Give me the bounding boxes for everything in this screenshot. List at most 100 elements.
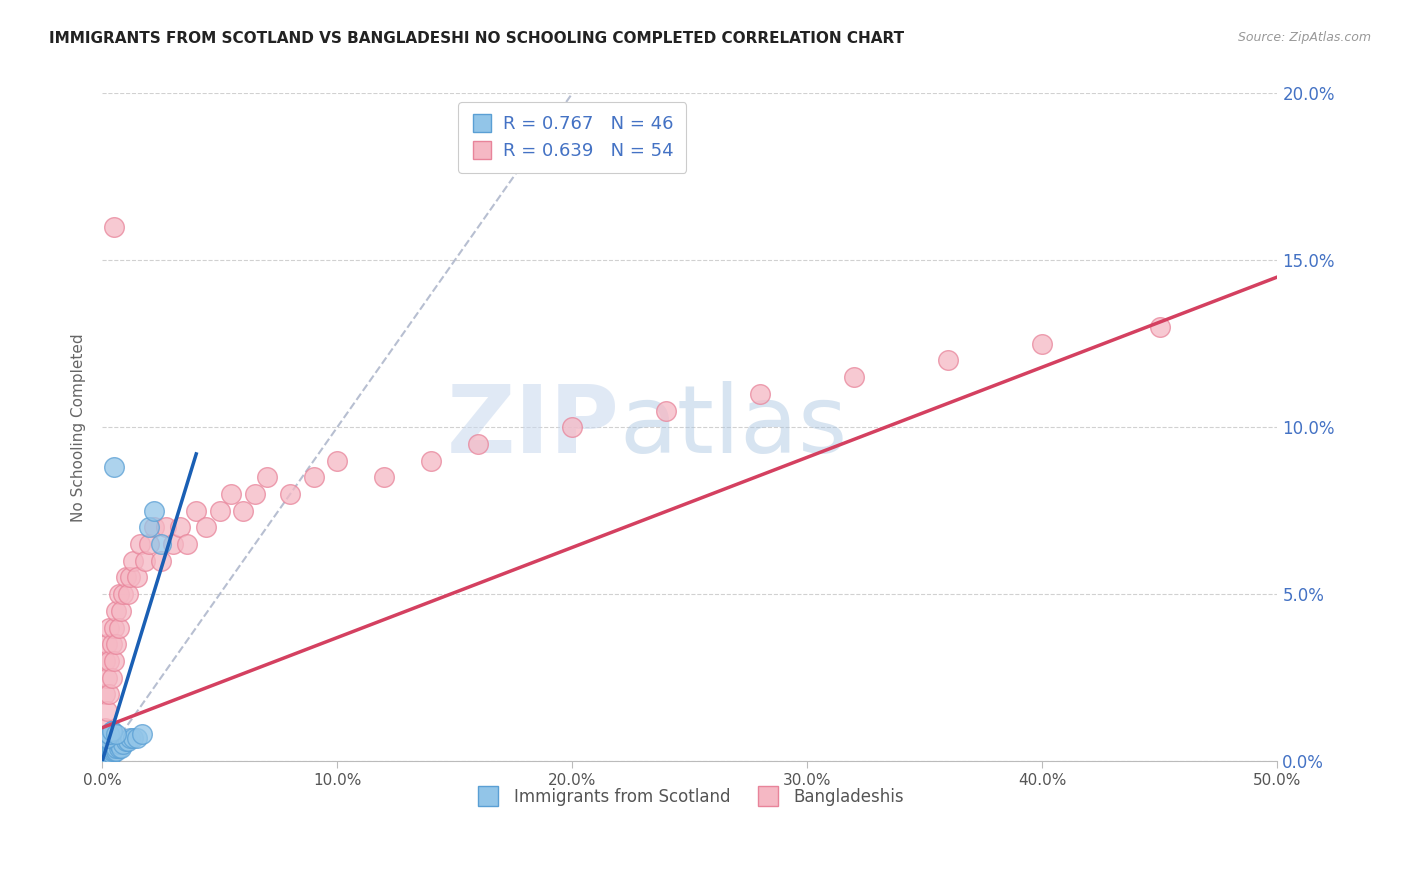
Point: [120, 570, 142, 584]
Text: atlas: atlas: [619, 381, 848, 474]
Point: [96, 747, 118, 762]
Point: [96, 637, 118, 651]
Point: [142, 520, 165, 534]
Point: [100, 724, 122, 739]
Point: [127, 731, 149, 745]
Point: [1149, 320, 1171, 334]
Point: [326, 453, 349, 467]
Point: [98, 744, 121, 758]
Point: [98, 654, 121, 668]
Point: [96, 738, 118, 752]
Point: [100, 747, 122, 762]
Point: [98, 750, 121, 764]
Point: [112, 738, 135, 752]
Point: [103, 738, 125, 752]
Point: [128, 537, 150, 551]
Point: [127, 570, 149, 584]
Point: [93, 744, 115, 758]
Point: [105, 740, 128, 755]
Point: [467, 437, 489, 451]
Point: [117, 587, 139, 601]
Point: [194, 520, 217, 534]
Point: [142, 504, 165, 518]
Point: [117, 734, 139, 748]
Point: [561, 420, 583, 434]
Point: [232, 504, 254, 518]
Point: [98, 734, 121, 748]
Point: [103, 740, 125, 755]
Point: [162, 537, 184, 551]
Point: [93, 654, 115, 668]
Y-axis label: No Schooling Completed: No Schooling Completed: [72, 333, 86, 522]
Point: [138, 537, 160, 551]
Point: [186, 504, 208, 518]
Point: [93, 750, 115, 764]
Point: [844, 370, 866, 384]
Point: [134, 554, 156, 568]
Point: [105, 727, 128, 741]
Point: [110, 740, 132, 755]
Point: [169, 520, 191, 534]
Point: [93, 687, 115, 701]
Point: [749, 387, 772, 401]
Point: [103, 460, 125, 475]
Text: IMMIGRANTS FROM SCOTLAND VS BANGLADESHI NO SCHOOLING COMPLETED CORRELATION CHART: IMMIGRANTS FROM SCOTLAND VS BANGLADESHI …: [49, 31, 904, 46]
Point: [105, 604, 128, 618]
Point: [155, 520, 177, 534]
Point: [302, 470, 325, 484]
Point: [149, 554, 172, 568]
Point: [100, 724, 122, 739]
Point: [256, 470, 278, 484]
Legend: Immigrants from Scotland, Bangladeshis: Immigrants from Scotland, Bangladeshis: [468, 781, 911, 813]
Point: [103, 219, 125, 234]
Point: [131, 727, 153, 741]
Point: [107, 738, 129, 752]
Point: [98, 738, 121, 752]
Point: [96, 734, 118, 748]
Point: [107, 621, 129, 635]
Point: [420, 453, 443, 467]
Point: [103, 621, 125, 635]
Point: [243, 487, 266, 501]
Point: [96, 704, 118, 718]
Point: [1031, 336, 1053, 351]
Point: [121, 731, 143, 745]
Point: [112, 587, 135, 601]
Point: [103, 654, 125, 668]
Point: [93, 721, 115, 735]
Text: Source: ZipAtlas.com: Source: ZipAtlas.com: [1237, 31, 1371, 45]
Point: [96, 671, 118, 685]
Point: [176, 537, 198, 551]
Point: [278, 487, 301, 501]
Point: [655, 403, 678, 417]
Point: [114, 734, 136, 748]
Point: [120, 731, 142, 745]
Point: [96, 750, 118, 764]
Point: [103, 744, 125, 758]
Point: [936, 353, 959, 368]
Point: [107, 740, 129, 755]
Point: [93, 747, 115, 762]
Point: [98, 727, 121, 741]
Point: [96, 744, 118, 758]
Point: [100, 744, 122, 758]
Point: [100, 738, 122, 752]
Point: [105, 637, 128, 651]
Point: [114, 570, 136, 584]
Point: [93, 738, 115, 752]
Point: [96, 731, 118, 745]
Point: [121, 554, 143, 568]
Point: [105, 744, 128, 758]
Point: [98, 687, 121, 701]
Point: [98, 747, 121, 762]
Point: [100, 671, 122, 685]
Point: [98, 727, 121, 741]
Point: [110, 604, 132, 618]
Point: [138, 520, 160, 534]
Point: [93, 740, 115, 755]
Text: ZIP: ZIP: [447, 381, 619, 474]
Point: [100, 740, 122, 755]
Point: [98, 740, 121, 755]
Point: [96, 740, 118, 755]
Point: [221, 487, 243, 501]
